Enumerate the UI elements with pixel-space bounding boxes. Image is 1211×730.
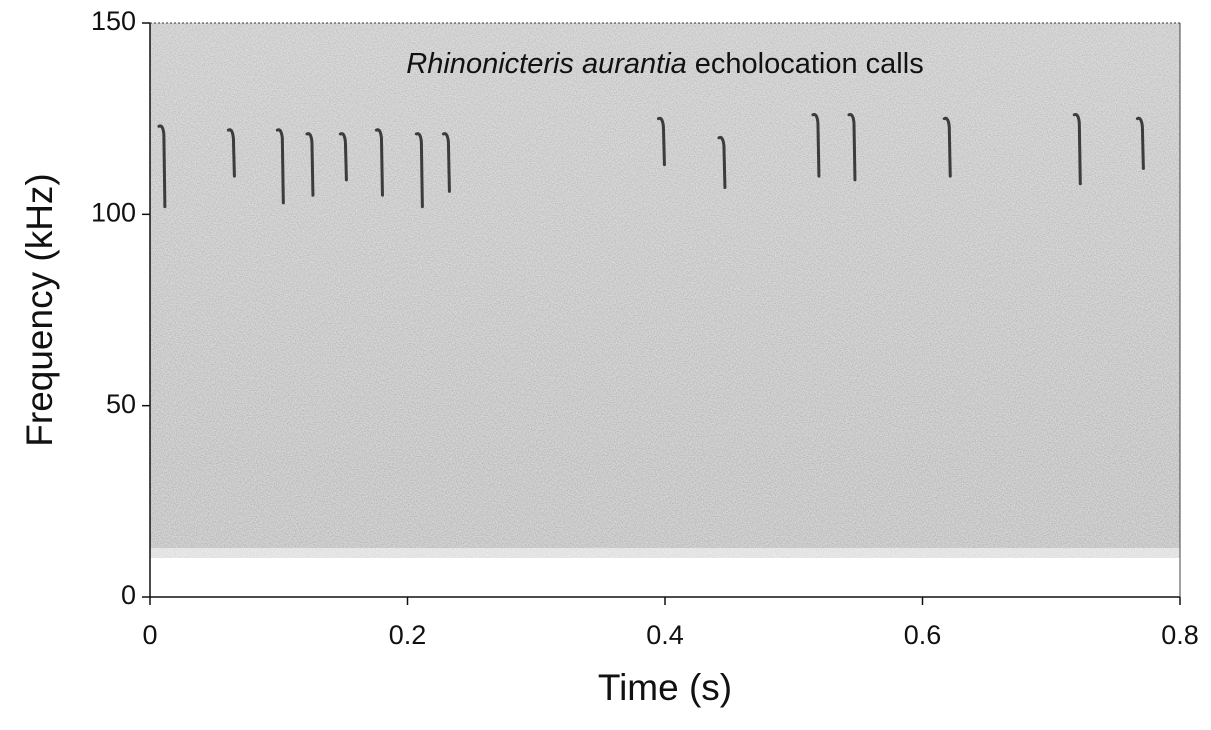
x-tick-label: 0: [142, 620, 157, 650]
call: [275, 128, 285, 205]
call: [414, 132, 424, 209]
call: [374, 128, 384, 197]
call: [847, 113, 857, 182]
call: [305, 132, 315, 197]
y-tick-label: 50: [106, 389, 136, 419]
x-tick-label: 0.4: [646, 620, 684, 650]
call: [811, 113, 821, 178]
y-tick-label: 100: [91, 197, 136, 227]
x-tick-label: 0.6: [904, 620, 942, 650]
y-tick-label: 150: [91, 6, 136, 36]
call: [656, 116, 666, 167]
chart-title: Rhinonicteris aurantia echolocation calls: [406, 48, 923, 80]
call: [717, 135, 727, 190]
call: [942, 116, 952, 178]
title-text: echolocation calls: [695, 48, 924, 80]
y-tick-label: 0: [121, 580, 136, 610]
x-tick-label: 0.2: [389, 620, 427, 650]
call: [338, 132, 348, 182]
call: [226, 128, 236, 178]
y-axis-label: Frequency (kHz): [19, 173, 60, 446]
call: [441, 132, 451, 193]
call: [1135, 116, 1145, 170]
title-species: Rhinonicteris aurantia: [406, 48, 686, 80]
call: [157, 124, 167, 209]
x-axis-label: Time (s): [598, 667, 732, 708]
x-tick-label: 0.8: [1161, 620, 1199, 650]
spectrogram-background: [150, 23, 1180, 562]
call: [1072, 113, 1082, 186]
